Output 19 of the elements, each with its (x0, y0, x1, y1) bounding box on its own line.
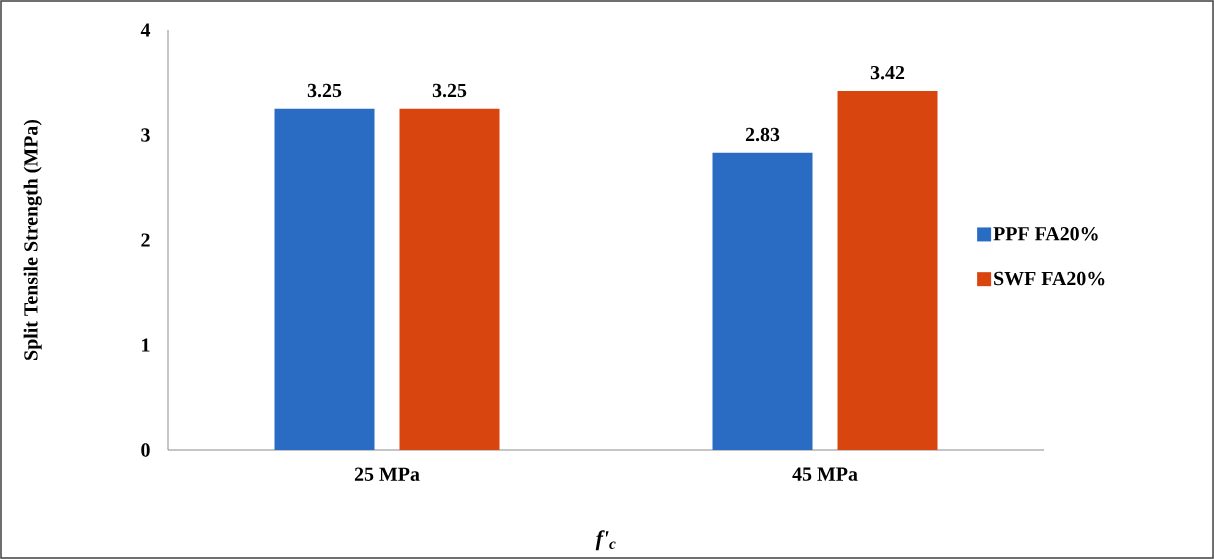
y-axis-title: Split Tensile Strength (MPa) (23, 119, 42, 360)
bar (837, 90, 938, 450)
y-tick-label: 1 (142, 338, 150, 352)
y-tick-label: 3 (141, 128, 150, 142)
legend-label: PPF FA20% (993, 227, 1098, 241)
bar (274, 108, 375, 450)
bar (399, 108, 500, 450)
legend-label: SWF FA20% (994, 271, 1105, 286)
data-label: 3.25 (307, 83, 342, 98)
bar (712, 152, 813, 450)
y-tick-label: 4 (140, 23, 151, 37)
x-tick-label: 25 MPa (354, 467, 420, 481)
data-label: 3.42 (870, 65, 905, 80)
x-axis-title: f'$_{c}$ (595, 530, 616, 551)
y-tick-label: 2 (141, 233, 150, 247)
y-tick-label: 0 (141, 443, 150, 457)
x-tick-label: 45 MPa (792, 467, 858, 481)
data-label: 2.83 (745, 127, 780, 142)
data-label: 3.25 (432, 83, 467, 98)
